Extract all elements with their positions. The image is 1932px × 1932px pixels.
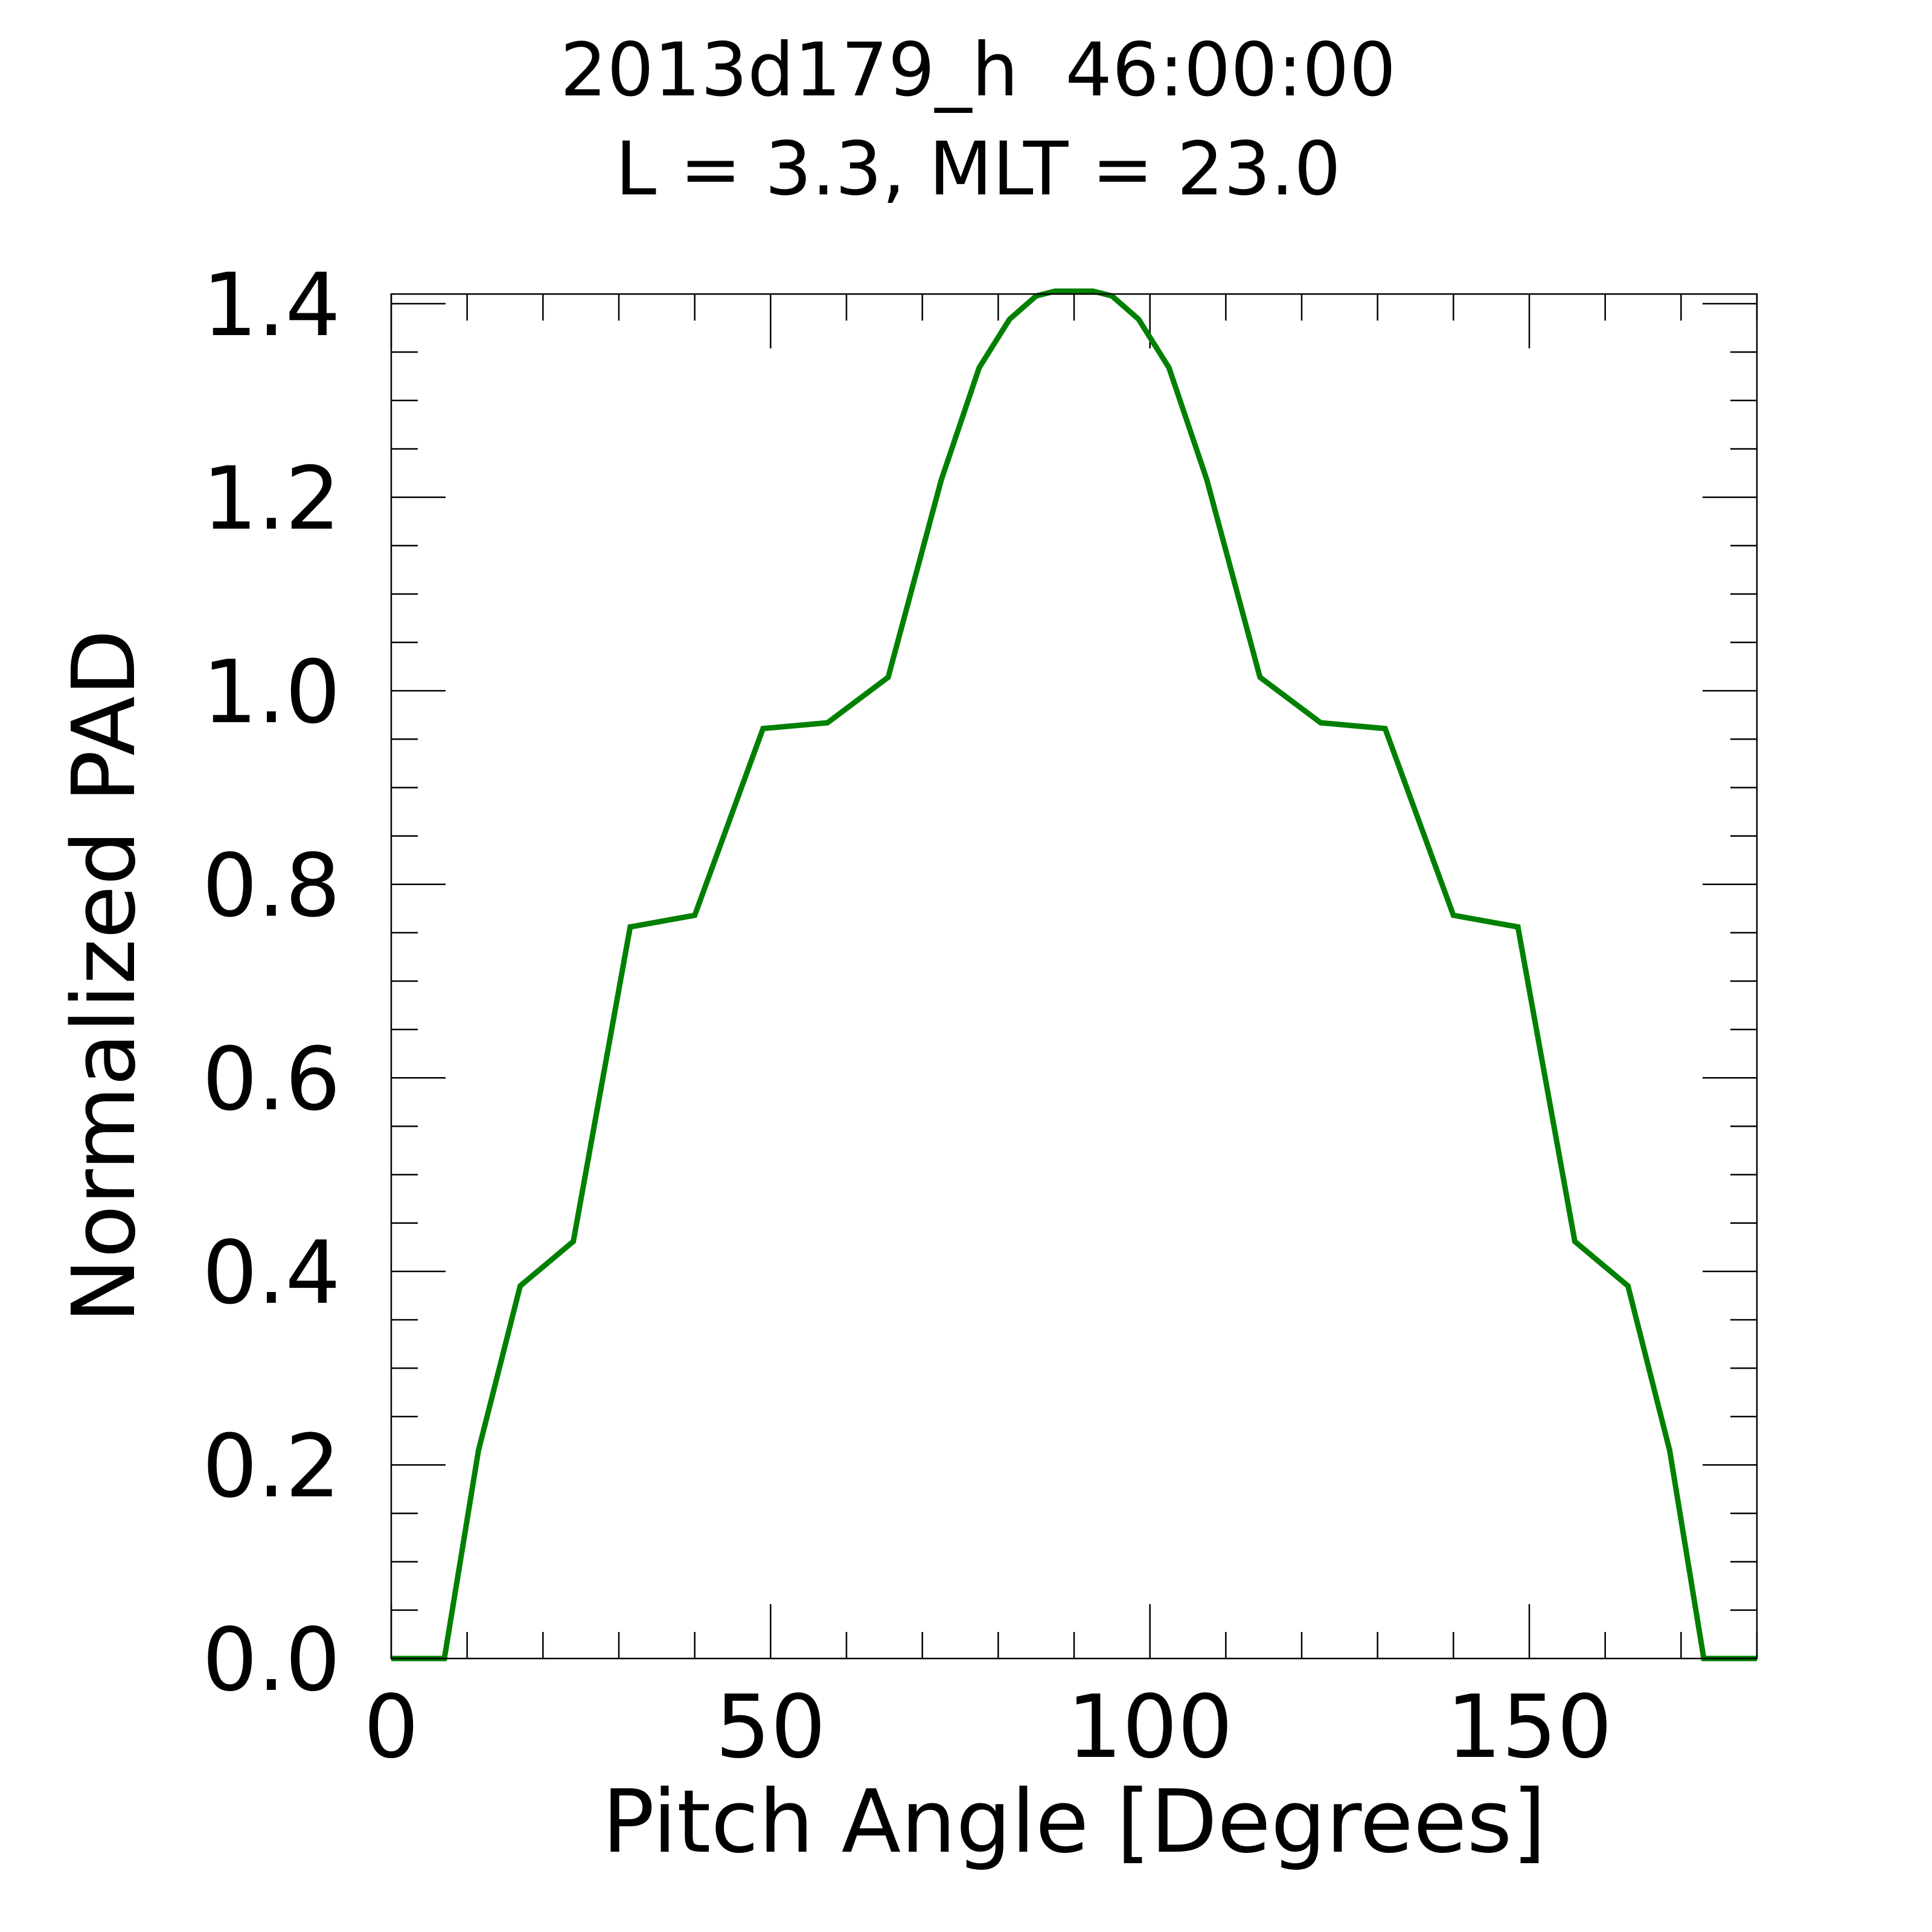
major-ticks (390, 294, 1757, 1660)
x-tick-label: 150 (1447, 1676, 1613, 1777)
chart-title: 2013d179_h 46:00:00 (560, 27, 1396, 113)
y-tick-label: 0.4 (202, 1222, 341, 1323)
y-axis-label: Normalized PAD (53, 629, 155, 1323)
series-layer (391, 288, 1757, 1662)
x-axis-label: Pitch Angle [Degrees] (602, 1771, 1546, 1872)
y-tick-label: 0.8 (202, 835, 341, 936)
x-tick-labels: 0 50 100 150 (363, 1676, 1612, 1777)
y-tick-label: 0.6 (202, 1028, 341, 1130)
plot-frame (390, 293, 1758, 1660)
y-tick-labels: 0.0 0.2 0.4 0.6 0.8 1.0 1.2 1.4 (202, 254, 341, 1710)
y-tick-label: 0.0 (202, 1609, 341, 1710)
series-line (391, 288, 1757, 1662)
minor-ticks (391, 294, 1758, 1659)
x-tick-label: 100 (1067, 1676, 1233, 1777)
y-tick-label: 1.0 (202, 641, 341, 743)
chart-subtitle: L = 3.3, MLT = 23.0 (615, 126, 1341, 212)
y-tick-label: 0.2 (202, 1415, 341, 1517)
y-tick-label: 1.2 (202, 448, 341, 549)
y-tick-label: 1.4 (202, 254, 341, 356)
x-tick-label: 50 (715, 1676, 826, 1777)
x-tick-label: 0 (363, 1676, 419, 1777)
